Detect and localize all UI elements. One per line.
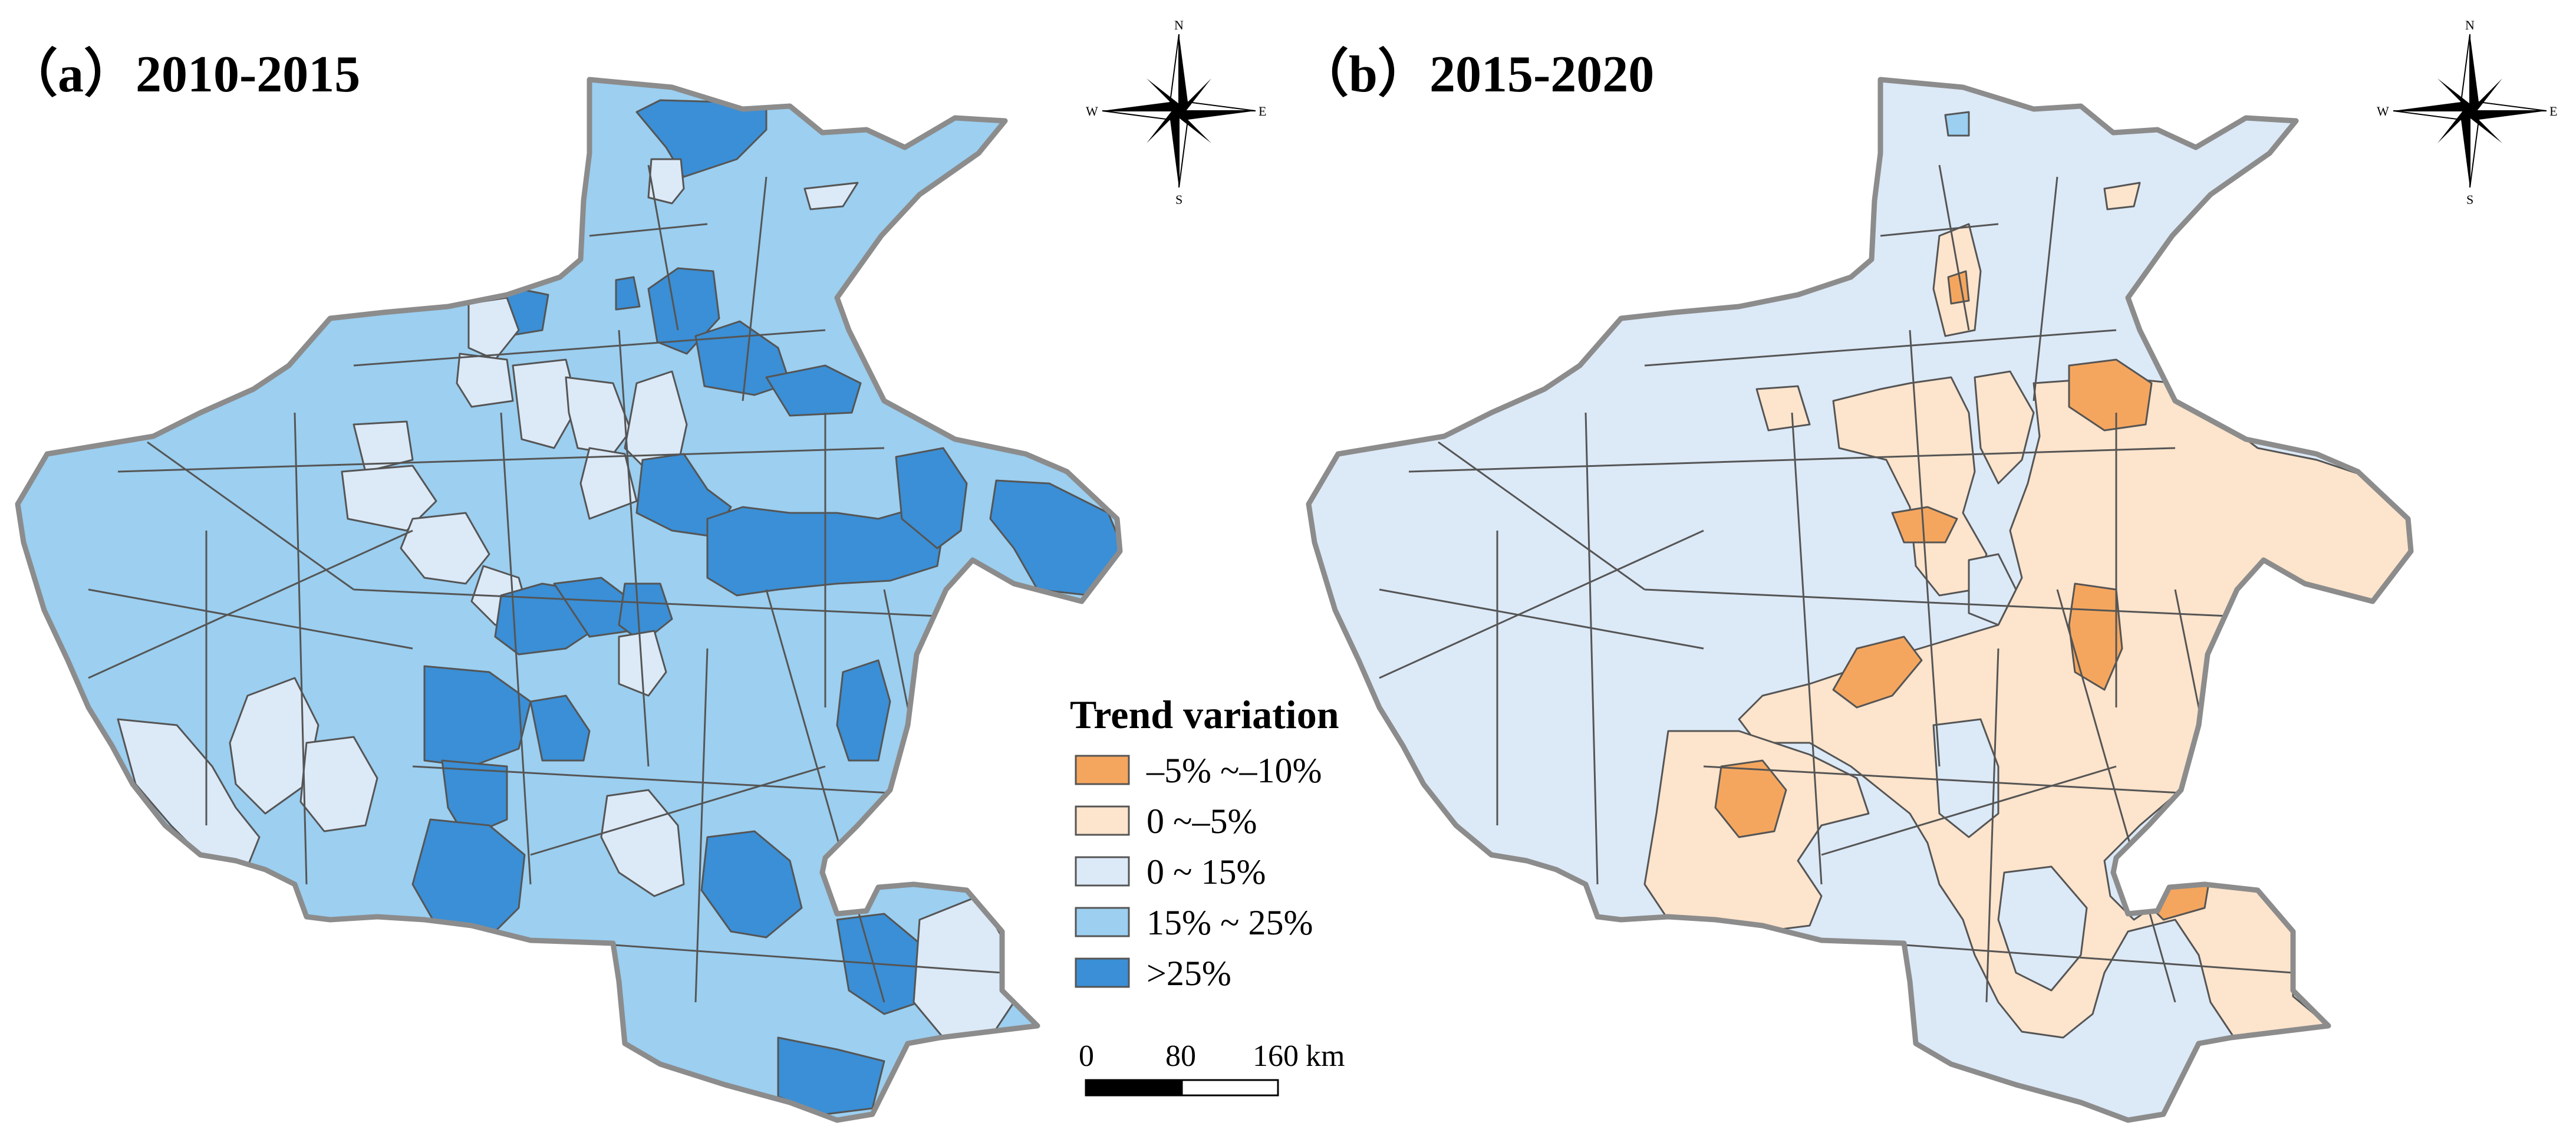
county xyxy=(1944,111,1970,137)
county xyxy=(512,358,579,449)
county xyxy=(1714,759,1787,838)
county xyxy=(400,512,490,585)
legend-label: 0 ~ 15% xyxy=(1147,852,1266,891)
panel-a: （a）2010-2015 xyxy=(6,46,1149,1139)
compass-b: N S E W xyxy=(2377,18,2557,207)
county xyxy=(618,582,673,644)
county xyxy=(1997,865,2088,992)
county xyxy=(765,364,862,417)
county xyxy=(353,420,414,473)
county xyxy=(1932,718,1999,838)
compass-s-label: S xyxy=(1175,192,1182,207)
legend-title: Trend variation xyxy=(1070,692,1339,737)
scale-segment-white xyxy=(1181,1079,1279,1097)
legend-item: 0 ~ 15% xyxy=(1075,852,1266,891)
legend-label: 15% ~ 25% xyxy=(1147,903,1313,942)
scale-unit-label: km xyxy=(1306,1039,1345,1073)
compass-e-label: E xyxy=(1259,104,1266,118)
county xyxy=(700,830,803,939)
scale-bar: 0 80 160 km xyxy=(1079,1039,1345,1097)
county xyxy=(423,665,532,768)
compass-n-label: N xyxy=(1174,18,1184,32)
legend-item: >25% xyxy=(1075,954,1231,993)
legend-item: 0 ~–5% xyxy=(1075,802,1257,841)
legend-swatch xyxy=(1075,957,1130,988)
county xyxy=(1755,385,1811,432)
legend-swatch xyxy=(1075,856,1130,887)
county xyxy=(299,736,378,832)
county xyxy=(117,718,261,868)
county xyxy=(529,694,591,762)
scale-tick-label: 80 xyxy=(1165,1039,1196,1073)
county xyxy=(615,276,641,311)
legend-swatch xyxy=(1075,907,1130,937)
compass-w-label: W xyxy=(2377,104,2389,118)
scale-segment-black xyxy=(1085,1079,1183,1097)
county xyxy=(88,164,1003,1003)
compass-s-label: S xyxy=(2466,192,2473,207)
legend-swatch xyxy=(1075,755,1130,785)
scale-tick-label: 0 xyxy=(1079,1039,1094,1073)
compass-n-label: N xyxy=(2465,18,2475,32)
north-arrow-icon xyxy=(1102,34,1256,188)
county xyxy=(2068,358,2153,432)
county xyxy=(579,447,638,520)
county xyxy=(600,789,685,897)
county xyxy=(341,465,437,532)
county xyxy=(618,630,667,697)
panel-a-counties xyxy=(18,80,1120,1120)
county xyxy=(647,158,685,205)
county xyxy=(803,182,859,210)
panel-b: （b）2015-2020 xyxy=(1297,46,2440,1139)
county xyxy=(411,818,526,933)
panel-a-title: （a）2010-2015 xyxy=(6,46,360,103)
legend-label: 0 ~–5% xyxy=(1147,802,1257,841)
county xyxy=(1947,270,1970,305)
legend: Trend variation –5% ~–10% 0 ~–5% 0 ~ 15%… xyxy=(1070,692,1339,993)
legend-item: 15% ~ 25% xyxy=(1075,903,1313,942)
scale-tick-label: 160 xyxy=(1253,1039,1299,1073)
county xyxy=(1974,370,2035,485)
county xyxy=(1832,636,1923,709)
county xyxy=(836,659,891,762)
compass-w-label: W xyxy=(1086,104,1098,118)
county xyxy=(229,677,319,815)
county xyxy=(635,99,767,178)
compass-a: N S E W xyxy=(1086,18,1266,207)
compass-e-label: E xyxy=(2549,104,2557,118)
county xyxy=(2103,182,2141,210)
panel-b-title: （b）2015-2020 xyxy=(1297,46,1654,103)
legend-item: –5% ~–10% xyxy=(1075,751,1322,790)
county xyxy=(456,353,514,408)
legend-label: –5% ~–10% xyxy=(1146,751,1322,790)
county xyxy=(895,447,968,549)
county xyxy=(1832,376,1988,597)
legend-swatch xyxy=(1075,805,1130,836)
north-arrow-icon xyxy=(2393,34,2547,188)
panel-b-counties xyxy=(1309,80,2411,1120)
county xyxy=(1379,164,2294,1003)
legend-label: >25% xyxy=(1147,954,1231,993)
